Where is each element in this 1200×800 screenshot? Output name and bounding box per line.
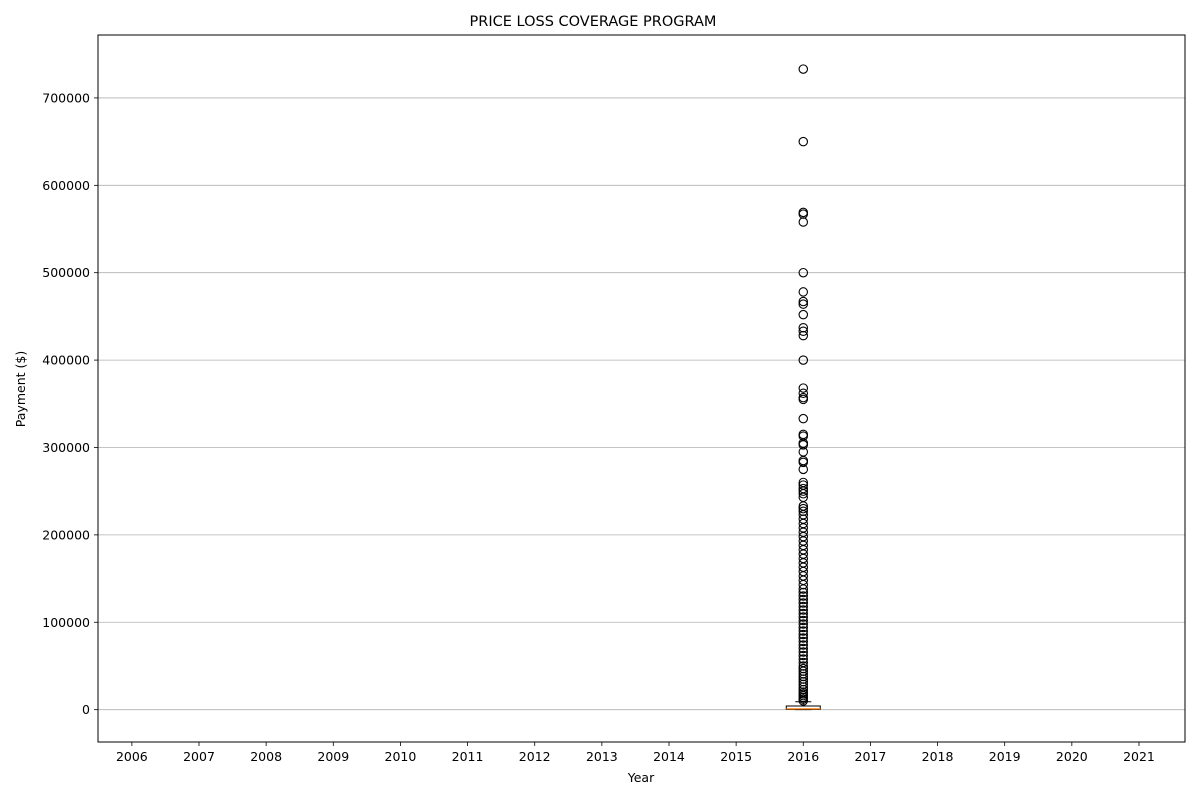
outlier-point xyxy=(798,464,809,475)
outlier-point xyxy=(798,608,809,619)
outlier-point xyxy=(798,647,809,657)
outlier-point xyxy=(798,489,809,499)
x-tick-label: 2007 xyxy=(183,749,215,764)
outlier-point xyxy=(798,486,809,496)
outlier-point xyxy=(798,598,809,608)
x-tick-label: 2019 xyxy=(989,749,1021,764)
outlier-point xyxy=(798,388,809,399)
outlier-point xyxy=(798,287,809,297)
x-axis-label: Year xyxy=(627,770,655,785)
outlier-point xyxy=(798,440,809,450)
y-tick-label: 200000 xyxy=(42,527,90,542)
outlier-point xyxy=(798,640,809,650)
outlier-point xyxy=(798,626,809,636)
outlier-point xyxy=(798,591,809,601)
outlier-point xyxy=(798,587,809,598)
outlier-point xyxy=(798,355,809,365)
x-tick-label: 2021 xyxy=(1123,749,1155,764)
outlier-point xyxy=(798,413,809,424)
outlier-point xyxy=(798,267,809,278)
y-axis-label: Payment ($) xyxy=(13,351,28,427)
outlier-point xyxy=(798,383,809,393)
outlier-point xyxy=(798,654,809,664)
outlier-point xyxy=(798,503,809,514)
y-axis-ticks: 0 100000 200000 300000 400000 500000 600000 700… xyxy=(42,90,98,717)
outlier-point xyxy=(798,64,809,74)
x-tick-label: 2017 xyxy=(855,749,887,764)
x-tick-label: 2013 xyxy=(586,749,618,764)
outlier-point xyxy=(798,696,809,706)
outlier-point xyxy=(798,136,809,147)
outlier-point xyxy=(798,636,809,647)
gridlines xyxy=(98,97,1185,711)
chart-title: PRICE LOSS COVERAGE PROGRAM xyxy=(470,14,717,30)
outlier-point xyxy=(798,605,809,615)
outlier-point xyxy=(798,217,809,227)
outlier-point xyxy=(798,633,809,643)
box-plots xyxy=(785,64,821,711)
y-tick-label: 300000 xyxy=(42,440,90,455)
y-tick-label: 0 xyxy=(82,702,90,717)
outlier-point xyxy=(798,330,809,341)
x-tick-label: 2020 xyxy=(1056,749,1088,764)
x-tick-label: 2009 xyxy=(317,749,349,764)
outlier-point xyxy=(798,650,809,661)
x-tick-label: 2015 xyxy=(720,749,752,764)
outlier-point xyxy=(798,619,809,629)
y-tick-label: 600000 xyxy=(42,178,90,193)
outlier-point xyxy=(798,601,809,612)
outlier-point xyxy=(798,594,809,605)
x-tick-label: 2012 xyxy=(519,749,551,764)
outlier-point xyxy=(798,643,809,654)
x-tick-label: 2018 xyxy=(922,749,954,764)
outlier-point xyxy=(798,629,809,640)
outlier-point xyxy=(798,622,809,633)
outlier-point xyxy=(798,299,809,309)
outlier-point xyxy=(798,394,809,405)
plot-frame xyxy=(97,34,1186,743)
y-tick-label: 700000 xyxy=(42,90,90,105)
y-tick-label: 500000 xyxy=(42,265,90,280)
y-tick-label: 100000 xyxy=(42,615,90,630)
y-tick-label: 400000 xyxy=(42,353,90,368)
x-tick-label: 2010 xyxy=(385,749,417,764)
x-tick-label: 2016 xyxy=(787,749,819,764)
x-tick-label: 2008 xyxy=(250,749,282,764)
x-axis-ticks: 2006 2007 2008 2009 2010 2011 2012 2013 2014 2015… xyxy=(116,742,1155,764)
outlier-point xyxy=(798,326,809,337)
outlier-point xyxy=(798,584,809,594)
outlier-point xyxy=(798,457,809,468)
outlier-point xyxy=(798,612,809,622)
outlier-point xyxy=(798,309,809,320)
x-tick-label: 2011 xyxy=(452,749,484,764)
x-tick-label: 2014 xyxy=(653,749,685,764)
outlier-point xyxy=(798,296,809,307)
outlier-point xyxy=(798,615,809,626)
box-plot-2016 xyxy=(785,64,821,711)
x-tick-label: 2006 xyxy=(116,749,148,764)
